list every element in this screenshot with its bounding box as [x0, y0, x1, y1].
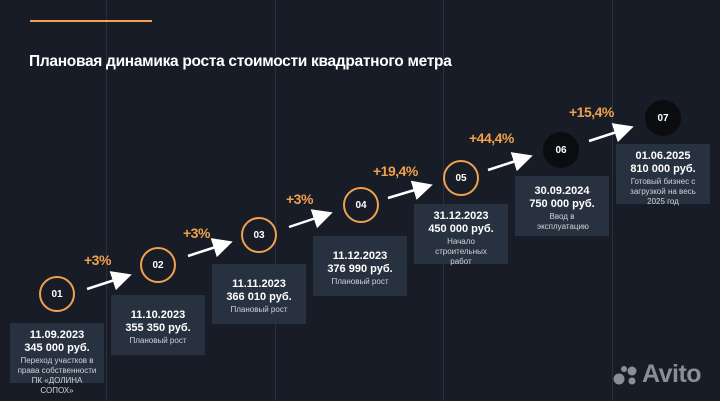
step-card: 11.10.2023 355 350 руб. Плановый рост	[111, 295, 205, 355]
step-price: 376 990 руб.	[327, 263, 393, 275]
arrow-icon	[588, 123, 634, 143]
grid-line	[106, 0, 107, 401]
step-marker: 03	[241, 217, 277, 253]
step-marker: 04	[343, 187, 379, 223]
step-card: 11.11.2023 366 010 руб. Плановый рост	[212, 264, 306, 324]
growth-label: +19,4%	[373, 163, 418, 179]
step-price: 345 000 руб.	[24, 342, 90, 354]
growth-label: +44,4%	[469, 130, 514, 146]
step-price: 450 000 руб.	[428, 223, 494, 235]
step-date: 11.11.2023	[232, 278, 286, 290]
avito-logo: Avito	[613, 360, 702, 389]
step-note: Начало строительных работ	[435, 237, 487, 266]
growth-label: +3%	[286, 191, 313, 207]
arrow-icon	[387, 180, 433, 200]
step-date: 11.10.2023	[130, 309, 186, 321]
avito-dots-icon	[613, 365, 637, 384]
step-card: 01.06.2025 810 000 руб. Готовый бизнес с…	[616, 144, 710, 206]
step-marker: 01	[39, 276, 75, 312]
step-date: 11.12.2023	[332, 250, 388, 262]
arrow-icon	[487, 152, 533, 172]
growth-label: +3%	[183, 225, 210, 241]
step-marker: 05	[443, 160, 479, 196]
step-marker: 07	[645, 100, 681, 136]
step-note: Плановый рост	[331, 277, 389, 286]
step-card: 30.09.2024 750 000 руб. Ввод в эксплуата…	[515, 176, 609, 236]
step-price: 750 000 руб.	[529, 198, 595, 210]
page-title: Плановая динамика роста стоимости квадра…	[29, 53, 452, 70]
growth-label: +15,4%	[569, 104, 614, 120]
grid-line	[443, 0, 444, 401]
step-note: Переход участков в права собственности П…	[17, 356, 97, 395]
step-date: 01.06.2025	[635, 150, 691, 162]
avito-wordmark: Avito	[642, 360, 702, 388]
step-note: Ввод в эксплуатацию	[537, 212, 589, 231]
step-price: 810 000 руб.	[630, 163, 696, 175]
accent-line	[30, 20, 152, 22]
step-price: 355 350 руб.	[125, 322, 191, 334]
grid-line	[275, 0, 276, 401]
arrow-icon	[187, 238, 233, 258]
step-note: Плановый рост	[129, 336, 187, 345]
grid-line	[612, 0, 613, 401]
step-card: 11.12.2023 376 990 руб. Плановый рост	[313, 236, 407, 296]
step-note: Плановый рост	[230, 305, 288, 314]
step-date: 11.09.2023	[29, 329, 85, 341]
step-marker: 02	[140, 247, 176, 283]
step-note: Готовый бизнес с загрузкой на весь 2025 …	[630, 177, 696, 206]
step-card: 11.09.2023 345 000 руб. Переход участков…	[10, 323, 104, 395]
growth-label: +3%	[84, 252, 111, 268]
step-card: 31.12.2023 450 000 руб. Начало строитель…	[414, 204, 508, 266]
arrow-icon	[288, 209, 333, 229]
step-date: 31.12.2023	[433, 210, 489, 222]
step-date: 30.09.2024	[534, 185, 590, 197]
step-price: 366 010 руб.	[226, 291, 292, 303]
step-marker: 06	[543, 132, 579, 168]
arrow-icon	[86, 271, 132, 291]
